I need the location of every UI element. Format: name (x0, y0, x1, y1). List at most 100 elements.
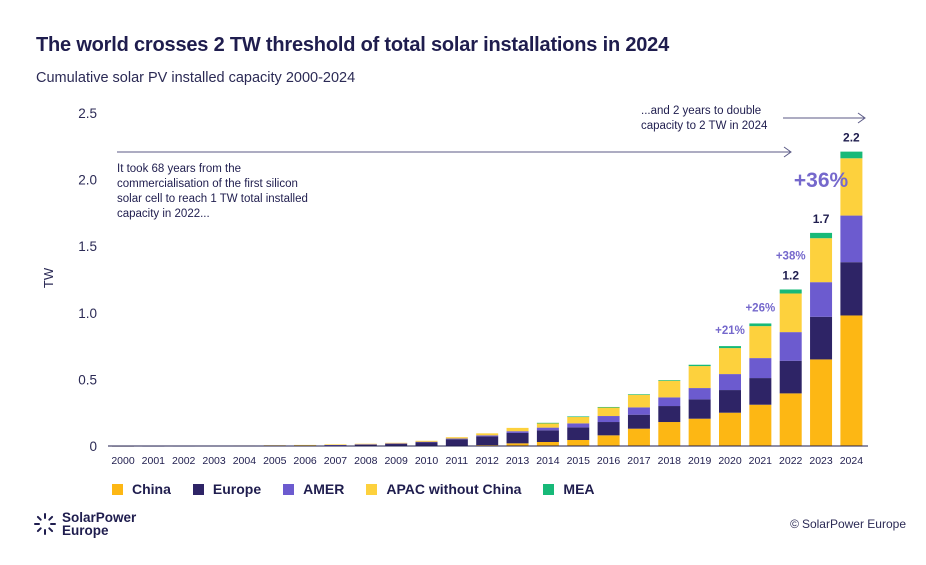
bar-china-2020 (719, 412, 741, 446)
bar-amer-2023 (810, 282, 833, 317)
bar-mea-2014 (536, 422, 559, 424)
bar-china-2024 (840, 315, 863, 446)
legend-item-apac-without-china: APAC without China (366, 481, 521, 497)
bar-europe-2013 (506, 432, 529, 444)
y-tick-label: 0 (89, 439, 97, 454)
bar-europe-2014 (536, 430, 559, 443)
y-tick-label: 1.5 (78, 239, 97, 254)
total-label-2024: 2.2 (843, 131, 860, 145)
bar-china-2018 (658, 422, 681, 446)
bar-europe-2018 (658, 406, 681, 423)
y-tick-label: 2.0 (78, 173, 97, 188)
bar-mea-2015 (567, 416, 590, 418)
bar-apac-without-china-2009 (385, 442, 408, 444)
bar-apac-without-china-2019 (688, 366, 711, 389)
bar-europe-2016 (597, 422, 620, 436)
legend-item-china: China (112, 481, 171, 497)
bar-amer-2014 (536, 427, 559, 431)
x-tick-label-2008: 2008 (354, 455, 378, 467)
bar-china-2021 (749, 404, 772, 446)
bar-amer-2013 (506, 431, 529, 433)
bar-europe-2007 (324, 444, 347, 446)
bar-mea-2021 (749, 323, 772, 327)
bar-europe-2024 (840, 262, 863, 316)
bar-apac-without-china-2014 (536, 422, 559, 428)
bar-mea-2024 (840, 151, 863, 159)
bar-europe-2010 (415, 442, 438, 446)
bar-amer-2017 (627, 407, 650, 415)
bar-mea-2020 (719, 346, 741, 349)
annotation-first-tw-line: commercialisation of the first silicon (117, 178, 298, 190)
arrowhead-2024 (857, 112, 866, 124)
bar-china-2014 (536, 442, 559, 446)
bar-mea-2022 (779, 289, 802, 294)
bar-china-2016 (597, 435, 620, 446)
bar-mea-2016 (597, 406, 620, 408)
x-tick-label-2016: 2016 (597, 455, 621, 467)
x-tick-label-2021: 2021 (749, 455, 773, 467)
bar-apac-without-china-2011 (445, 437, 468, 439)
bar-apac-without-china-2013 (506, 427, 529, 432)
bar-china-2019 (688, 418, 711, 446)
bar-europe-2020 (719, 390, 741, 413)
logo-text: SolarPower Europe (62, 511, 136, 538)
x-tick-label-2017: 2017 (627, 455, 651, 467)
bar-amer-2022 (779, 332, 802, 361)
bar-europe-2011 (445, 439, 468, 446)
x-tick-label-2001: 2001 (142, 455, 166, 467)
bar-apac-without-china-2020 (719, 348, 741, 375)
bar-china-2017 (627, 428, 650, 446)
annotation-first-tw-line: capacity in 2022... (117, 208, 210, 220)
legend-swatch (283, 483, 295, 495)
legend-label: MEA (563, 481, 595, 497)
bar-amer-2024 (840, 215, 863, 263)
bar-amer-2019 (688, 388, 711, 400)
value-labels-layer: 1.2 1.7 2.2 +21%+26% +38% +36% (715, 131, 860, 337)
bar-china-2023 (810, 359, 833, 446)
bar-mea-2023 (810, 232, 833, 239)
bar-apac-without-china-2015 (567, 416, 590, 424)
bar-europe-2022 (779, 360, 802, 394)
legend-swatch (543, 483, 555, 495)
bar-amer-2009 (385, 443, 408, 445)
x-tick-label-2022: 2022 (779, 455, 803, 467)
bar-europe-2012 (476, 436, 499, 446)
bar-amer-2011 (445, 438, 468, 440)
y-tick-label: 1.0 (78, 306, 97, 321)
x-tick-label-2015: 2015 (567, 455, 591, 467)
bar-amer-2018 (658, 397, 681, 407)
legend-label: APAC without China (386, 481, 522, 497)
bar-amer-2015 (567, 423, 590, 428)
bar-china-2022 (779, 393, 802, 446)
arrowhead-2022 (783, 146, 792, 158)
sun-icon (34, 513, 56, 535)
legend-label: China (132, 481, 171, 497)
chart-title: The world crosses 2 TW threshold of tota… (36, 34, 670, 56)
x-tick-label-2009: 2009 (384, 455, 408, 467)
x-tick-label-2012: 2012 (476, 455, 500, 467)
x-tick-label-2014: 2014 (536, 455, 560, 467)
bar-apac-without-china-2012 (476, 433, 499, 436)
x-axis: 2000 2001 2002 2003 2004 2005 2006 2007 2008 2009… (111, 455, 863, 467)
y-tick-label: 0.5 (78, 372, 97, 387)
bar-apac-without-china-2007 (324, 444, 347, 446)
legend-item-amer: AMER (283, 481, 344, 497)
x-tick-label-2004: 2004 (233, 455, 257, 467)
legend-swatch (366, 483, 378, 495)
bar-europe-2021 (749, 378, 772, 405)
bar-apac-without-china-2010 (415, 440, 438, 442)
x-tick-label-2013: 2013 (506, 455, 530, 467)
growth-label-2024: +36% (794, 169, 849, 192)
legend-swatch (112, 483, 123, 495)
x-tick-label-2011: 2011 (446, 455, 469, 467)
x-tick-label-2007: 2007 (324, 455, 348, 467)
x-tick-label-2023: 2023 (809, 455, 833, 467)
bar-apac-without-china-2017 (627, 394, 650, 408)
copyright-notice: © SolarPower Europe (790, 517, 906, 531)
x-tick-label-2006: 2006 (293, 455, 317, 467)
bar-mea-2018 (658, 380, 681, 381)
y-axis: 0 0.5 1.0 1.5 2.0 2.5 (78, 106, 97, 454)
brand-logo: SolarPower Europe (34, 511, 136, 537)
bar-amer-2016 (597, 416, 620, 423)
x-tick-label-2020: 2020 (718, 455, 742, 467)
